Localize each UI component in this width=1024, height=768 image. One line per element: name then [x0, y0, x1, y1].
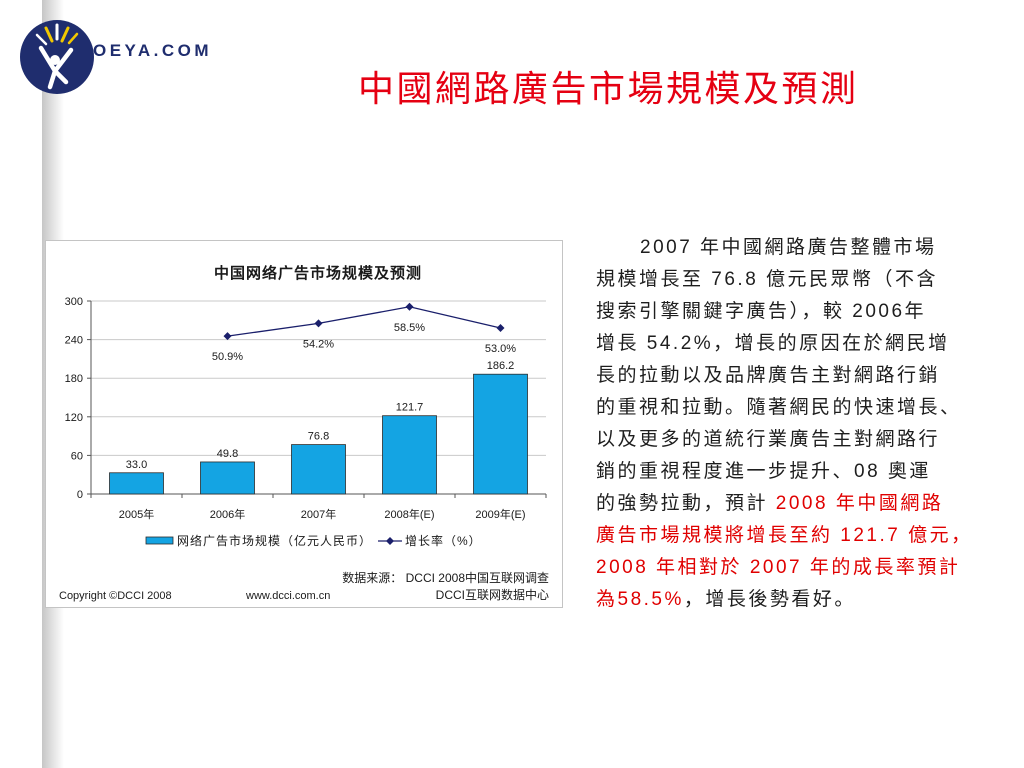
- body-text-segment: 以及更多的道統行業廣告主對網路行: [596, 429, 941, 450]
- body-text-segment: 2007 年中國網路廣告整體市場: [640, 237, 937, 258]
- bar-value-label: 186.2: [487, 360, 515, 372]
- bar-value-label: 121.7: [396, 402, 424, 414]
- growth-rate-label: 50.9%: [212, 351, 243, 363]
- logo-figure-legs: [47, 68, 69, 90]
- website-url: www.dcci.com.cn: [245, 590, 330, 602]
- bar-value-label: 33.0: [126, 459, 147, 471]
- publisher-name: DCCI互联网数据中心: [436, 587, 549, 602]
- body-text-segment: 增長 54.2%，增長的原因在於網民增: [596, 333, 950, 354]
- market-size-chart: 中国网络广告市场规模及预测 0 60 120 180 240 300 2005年 2006年 20…: [45, 240, 563, 608]
- copyright-note: Copyright ©DCCI 2008: [59, 590, 172, 602]
- logo-ray: [67, 32, 79, 45]
- highlighted-text-segment: 2008 年相對於 2007 年的成長率預計: [596, 557, 961, 578]
- chart-title: 中国网络广告市场规模及预测: [214, 264, 422, 282]
- source-note: 数据来源： DCCI 2008中国互联网调查: [342, 570, 549, 585]
- body-line: 增長 54.2%，增長的原因在於網民增: [596, 328, 973, 360]
- bar-value-label: 76.8: [308, 431, 329, 443]
- body-line: 規模增長至 76.8 億元民眾幣（不含: [596, 264, 973, 296]
- x-category-label: 2007年: [301, 507, 336, 521]
- body-line: 以及更多的道統行業廣告主對網路行: [596, 424, 973, 456]
- legend-bar-swatch: [145, 536, 174, 545]
- body-line: 2008 年相對於 2007 年的成長率預計: [596, 552, 973, 584]
- body-text-segment: 長的拉動以及品牌廣告主對網路行銷: [596, 365, 941, 386]
- legend-bar-label: 网络广告市场规模（亿元人民币）: [177, 533, 372, 548]
- body-text-segment: 搜索引擎關鍵字廣告），較 2006年: [596, 301, 927, 322]
- y-tick-label: 180: [65, 373, 83, 385]
- growth-rate-marker: [496, 324, 505, 333]
- body-line: 的強勢拉動，預計 2008 年中國網路: [596, 488, 973, 520]
- bar-market-size: [291, 444, 346, 495]
- growth-rate-marker: [314, 319, 323, 328]
- body-line: 為58.5%，增長後勢看好。: [596, 584, 973, 616]
- body-line: 銷的重視程度進一步提升、08 奧運: [596, 456, 973, 488]
- growth-rate-label: 53.0%: [485, 343, 516, 355]
- body-text-segment: 銷的重視程度進一步提升、08 奧運: [596, 461, 931, 482]
- body-line: 2007 年中國網路廣告整體市場: [596, 232, 973, 264]
- bar-market-size: [200, 461, 255, 495]
- bar-value-label: 49.8: [217, 448, 238, 460]
- x-category-label: 2005年: [119, 507, 154, 521]
- body-line: 的重視和拉動。隨著網民的快速增長、: [596, 392, 973, 424]
- highlighted-text-segment: 為58.5%: [596, 589, 684, 610]
- logo-wordmark: OEYA.COM: [93, 41, 213, 60]
- body-line: 長的拉動以及品牌廣告主對網路行銷: [596, 360, 973, 392]
- body-line: 搜索引擎關鍵字廣告），較 2006年: [596, 296, 973, 328]
- legend-line-marker: [386, 537, 394, 545]
- slide-title: 中國網路廣告市場規模及預測: [358, 69, 859, 110]
- y-tick-label: 60: [71, 450, 83, 462]
- bar-market-size: [473, 373, 528, 495]
- growth-rate-line: [227, 306, 501, 337]
- bar-market-size: [382, 415, 437, 495]
- body-text-segment: ，增長後勢看好。: [683, 589, 856, 610]
- body-text-segment: 規模增長至 76.8 億元民眾幣（不含: [596, 269, 939, 290]
- y-tick-label: 240: [65, 335, 83, 347]
- logo-ray: [35, 33, 48, 46]
- y-tick-label: 0: [77, 489, 83, 501]
- growth-rate-label: 54.2%: [303, 338, 334, 350]
- x-category-label: 2009年(E): [475, 507, 525, 521]
- body-text-segment: 的強勢拉動，預計: [596, 493, 776, 514]
- logo-figure-head: [50, 55, 60, 65]
- growth-rate-marker: [223, 332, 232, 341]
- highlighted-text-segment: 2008 年中國網路: [775, 493, 944, 514]
- legend-line-label: 增长率（%）: [405, 533, 482, 548]
- growth-rate-marker: [405, 302, 414, 311]
- logo-ray: [44, 26, 54, 43]
- y-tick-label: 300: [65, 296, 83, 308]
- growth-rate-label: 58.5%: [394, 322, 425, 334]
- chart-canvas: 中国网络广告市场规模及预测 0 60 120 180 240 300 2005年 2006年 20…: [59, 264, 549, 602]
- y-tick-label: 120: [65, 412, 83, 424]
- x-category-label: 2006年: [210, 507, 245, 521]
- description-paragraph: 2007 年中國網路廣告整體市場 規模增長至 76.8 億元民眾幣（不含 搜索引…: [596, 232, 973, 616]
- body-text-segment: 的重視和拉動。隨著網民的快速增長、: [596, 397, 962, 418]
- bar-market-size: [109, 472, 164, 495]
- body-line: 廣告市場規模將增長至約 121.7 億元，: [596, 520, 973, 552]
- oeya-logo-icon: [20, 20, 94, 94]
- x-category-label: 2008年(E): [384, 507, 434, 521]
- logo-ray: [60, 26, 70, 43]
- highlighted-text-segment: 廣告市場規模將增長至約 121.7 億元，: [596, 525, 973, 546]
